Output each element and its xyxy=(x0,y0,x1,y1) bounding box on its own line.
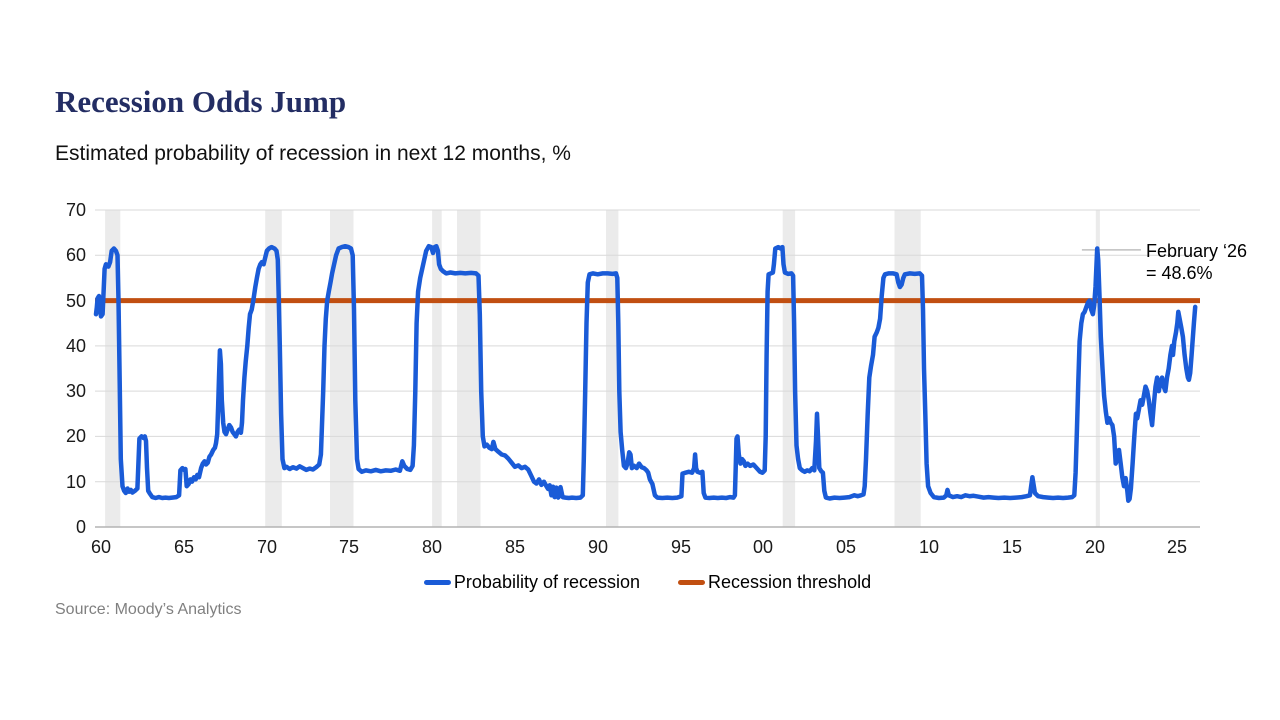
x-tick-label: 25 xyxy=(1166,537,1188,557)
legend-item-probability: Probability of recession xyxy=(423,572,640,593)
recession-band xyxy=(432,210,442,527)
annotation-line-1: February ‘26 xyxy=(1146,241,1248,261)
annotation-line-2: = 48.6% xyxy=(1146,263,1213,283)
recession-band xyxy=(330,210,354,527)
x-tick-label: 70 xyxy=(256,537,278,557)
x-tick-label: 05 xyxy=(835,537,857,557)
x-tick-label: 75 xyxy=(338,537,360,557)
legend-label-probability: Probability of recession xyxy=(453,572,640,592)
y-tick-label: 40 xyxy=(65,336,86,356)
chart-subtitle: Estimated probability of recession in ne… xyxy=(55,142,571,165)
page-title: Recession Odds Jump xyxy=(55,84,347,119)
legend: Probability of recession Recession thres… xyxy=(95,572,1200,593)
x-tick-label: 65 xyxy=(173,537,195,557)
recession-band xyxy=(894,210,921,527)
y-tick-label: 10 xyxy=(65,472,86,492)
y-tick-label: 50 xyxy=(65,291,86,311)
y-tick-label: 20 xyxy=(65,426,86,446)
x-tick-label: 20 xyxy=(1084,537,1106,557)
legend-item-threshold: Recession threshold xyxy=(678,572,871,593)
y-tick-label: 0 xyxy=(75,517,86,537)
probability-line-swatch xyxy=(423,580,451,585)
probability-line xyxy=(93,243,1198,503)
source-note: Source: Moody’s Analytics xyxy=(55,601,242,618)
x-tick-label: 85 xyxy=(504,537,526,557)
x-tick-label: 80 xyxy=(421,537,443,557)
x-tick-label: 15 xyxy=(1001,537,1023,557)
x-tick-label: 90 xyxy=(587,537,609,557)
recession-band xyxy=(457,210,481,527)
y-tick-label: 30 xyxy=(65,381,86,401)
threshold-line-swatch xyxy=(678,580,705,585)
x-tick-label: 60 xyxy=(90,537,112,557)
legend-label-threshold: Recession threshold xyxy=(708,572,872,592)
y-tick-label: 60 xyxy=(65,245,86,265)
x-tick-label: 95 xyxy=(670,537,692,557)
y-tick-label: 70 xyxy=(65,200,86,220)
recession-band xyxy=(606,210,619,527)
recession-band xyxy=(1095,210,1100,527)
x-tick-label: 10 xyxy=(918,537,940,557)
data-label-february-26: February ‘26 = 48.6% xyxy=(1146,240,1247,284)
x-tick-label: 00 xyxy=(752,537,774,557)
